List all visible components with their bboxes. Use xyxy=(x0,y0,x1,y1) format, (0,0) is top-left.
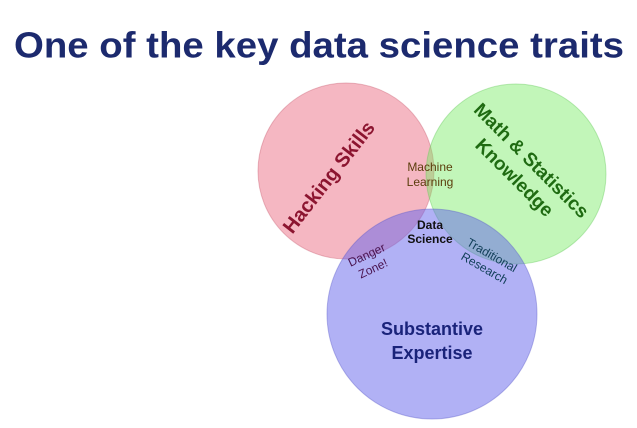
set-label: Substantive xyxy=(381,319,483,339)
set-label: Expertise xyxy=(391,343,472,363)
center-label: Science xyxy=(407,232,453,246)
intersection-label: Learning xyxy=(407,175,454,189)
intersection-label: Machine xyxy=(407,160,453,174)
expertise-circle xyxy=(326,208,538,420)
center-label: Data xyxy=(417,218,443,232)
slide-title: One of the key data science traits xyxy=(14,25,624,66)
